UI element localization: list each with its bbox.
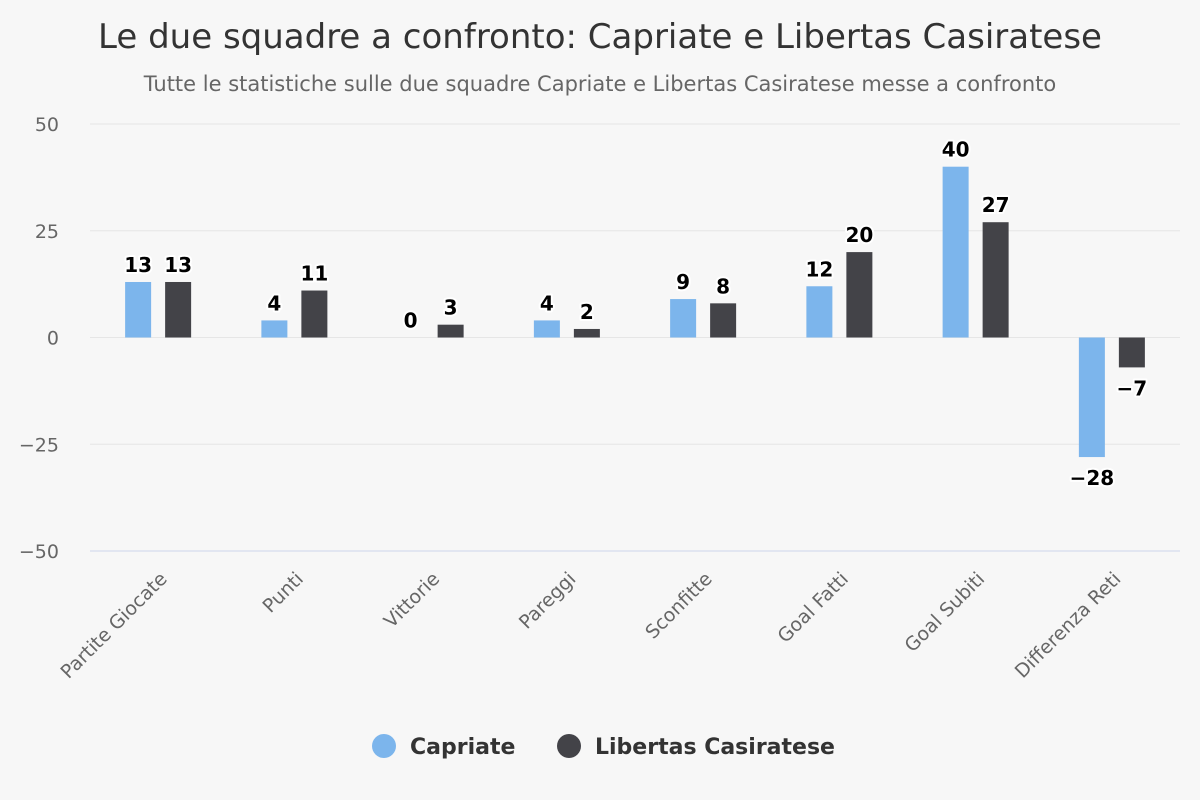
bar-capriate[interactable] <box>942 166 969 338</box>
x-tick-label: Goal Fatti <box>773 568 852 647</box>
bar-capriate[interactable] <box>125 281 152 338</box>
data-label: 4 <box>540 291 554 315</box>
bar-libertas-casiratese[interactable] <box>710 303 737 338</box>
data-label: 8 <box>716 274 730 298</box>
data-label: 13 <box>164 253 192 277</box>
bar-libertas-casiratese[interactable] <box>573 328 600 338</box>
bar-capriate[interactable] <box>533 320 560 338</box>
data-label: 0 <box>404 309 418 333</box>
legend-marker <box>372 734 396 758</box>
bars <box>125 166 1145 458</box>
y-tick-label: 50 <box>35 114 59 136</box>
legend-marker <box>557 734 581 758</box>
data-label: 2 <box>580 300 594 324</box>
data-label: 27 <box>982 193 1010 217</box>
data-label: 20 <box>845 223 873 247</box>
bar-capriate[interactable] <box>670 299 697 338</box>
chart-title: Le due squadre a confronto: Capriate e L… <box>98 17 1102 57</box>
y-tick-label: −50 <box>19 541 59 563</box>
data-label: 3 <box>444 296 458 320</box>
legend-item-capriate[interactable]: Capriate <box>372 734 515 760</box>
x-tick-label: Sconfitte <box>641 568 716 643</box>
legend-label: Capriate <box>410 735 515 760</box>
bar-libertas-casiratese[interactable] <box>437 324 464 338</box>
data-label: 4 <box>267 291 281 315</box>
bar-libertas-casiratese[interactable] <box>982 222 1009 338</box>
data-label: −7 <box>1117 376 1148 400</box>
data-label: 13 <box>124 253 152 277</box>
x-tick-label: Vittorie <box>380 568 444 632</box>
bar-libertas-casiratese[interactable] <box>1118 337 1145 368</box>
y-tick-label: 0 <box>47 328 59 350</box>
bar-capriate[interactable] <box>806 286 833 338</box>
legend-label: Libertas Casiratese <box>595 735 835 760</box>
data-label: 40 <box>942 138 970 162</box>
bar-libertas-casiratese[interactable] <box>301 290 328 338</box>
x-tick-label: Punti <box>258 568 307 617</box>
y-tick-label: 25 <box>35 221 59 243</box>
x-tick-label: Goal Subiti <box>900 568 989 657</box>
data-label: 12 <box>805 257 833 281</box>
bar-libertas-casiratese[interactable] <box>165 281 192 338</box>
x-axis: Partite Giocate Punti Vittorie Pareggi Sconf… <box>57 568 1126 683</box>
legend: Capriate Libertas Casiratese <box>372 734 835 760</box>
legend-item-libertas-casiratese[interactable]: Libertas Casiratese <box>557 734 835 760</box>
data-label: 11 <box>300 262 328 286</box>
x-tick-label: Partite Giocate <box>57 568 172 683</box>
chart-subtitle: Tutte le statistiche sulle due squadre C… <box>143 72 1056 96</box>
grid-lines <box>90 123 1180 552</box>
bar-capriate[interactable] <box>1078 337 1105 458</box>
data-label: 9 <box>676 270 690 294</box>
bar-capriate[interactable] <box>261 320 288 338</box>
x-tick-label: Pareggi <box>515 568 581 634</box>
y-axis: 50 25 0 −25 −50 <box>19 114 59 563</box>
data-label: −28 <box>1070 466 1115 490</box>
bar-libertas-casiratese[interactable] <box>846 252 873 338</box>
y-tick-label: −25 <box>19 434 59 456</box>
x-tick-label: Differenza Reti <box>1011 568 1126 683</box>
